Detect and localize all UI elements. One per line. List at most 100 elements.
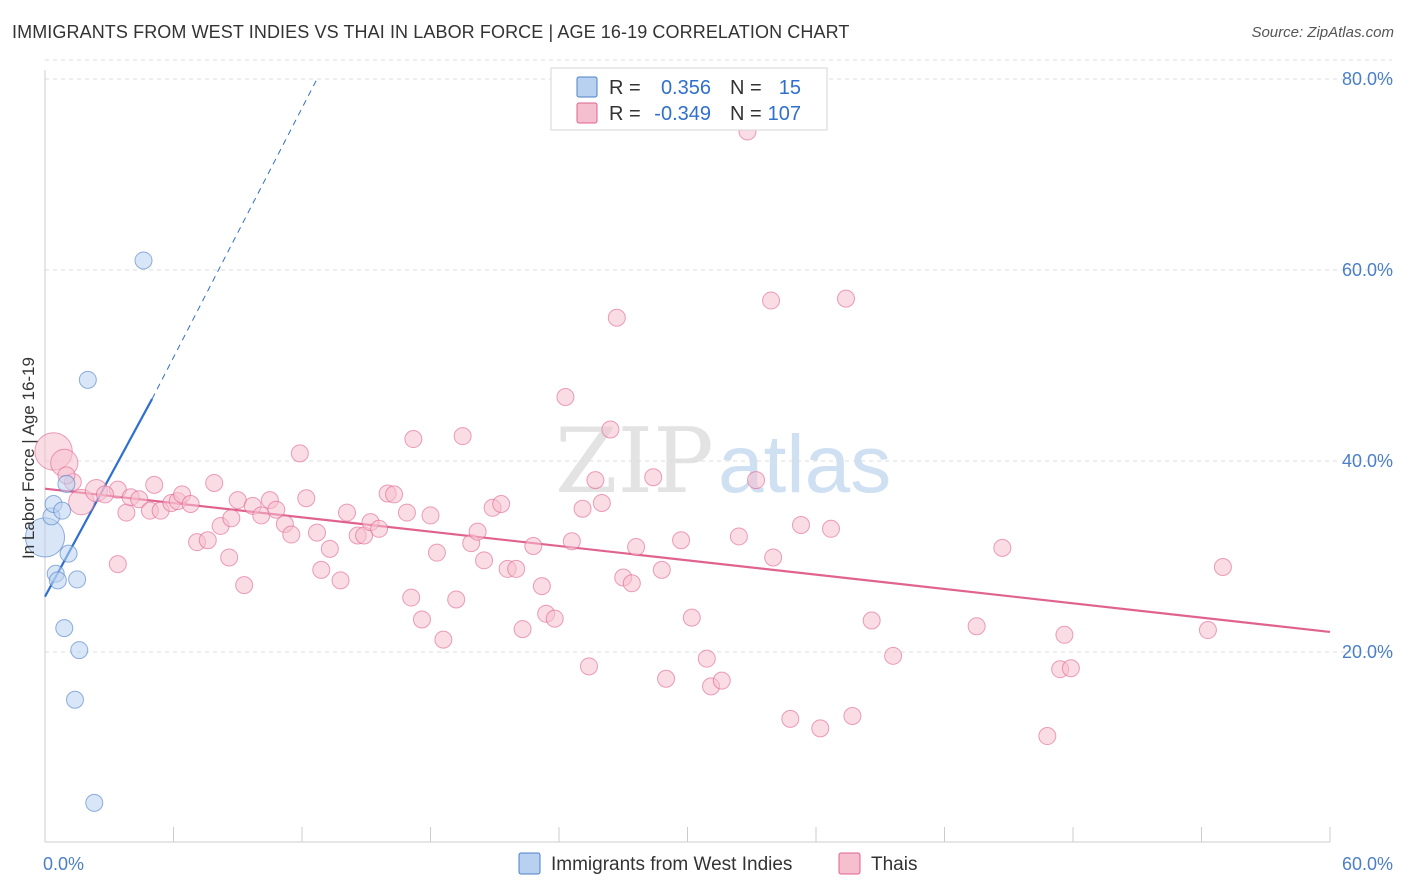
point-thais: [607, 308, 626, 327]
point-thais: [252, 506, 271, 525]
point-thais: [729, 527, 748, 546]
point-west-indies: [65, 690, 84, 709]
point-thais: [513, 620, 532, 639]
point-thais: [198, 531, 217, 550]
point-thais: [181, 494, 200, 513]
point-thais: [312, 560, 331, 579]
point-thais: [447, 590, 466, 609]
point-thais: [402, 588, 421, 607]
point-thais: [586, 471, 605, 490]
point-thais: [108, 555, 127, 574]
legend-n-value-1: 15: [779, 77, 801, 99]
point-thais: [228, 491, 247, 510]
chart-title: IMMIGRANTS FROM WEST INDIES VS THAI IN L…: [12, 22, 850, 42]
point-thais: [205, 473, 224, 492]
series-legend: Immigrants from West Indies Thais: [518, 852, 917, 875]
point-thais: [573, 499, 592, 518]
point-thais: [524, 536, 543, 555]
point-thais: [884, 646, 903, 665]
legend-r-label-1: R =: [609, 77, 641, 99]
point-thais: [507, 559, 526, 578]
point-thais: [1213, 558, 1232, 577]
point-west-indies: [78, 370, 97, 389]
point-thais: [117, 503, 136, 522]
point-thais: [1061, 659, 1080, 678]
point-west-indies: [48, 571, 67, 590]
series-legend-label-pink: Thais: [871, 854, 917, 875]
point-thais: [811, 719, 830, 738]
point-thais: [764, 548, 783, 567]
point-thais: [307, 523, 326, 542]
point-thais: [836, 289, 855, 308]
point-thais: [601, 420, 620, 439]
point-thais: [404, 430, 423, 449]
legend-n-value-2: 107: [768, 103, 801, 125]
point-thais: [762, 291, 781, 310]
point-thais: [235, 576, 254, 595]
legend-n-label-1: N =: [730, 77, 762, 99]
point-thais: [843, 706, 862, 725]
point-thais: [145, 475, 164, 494]
watermark-atlas: atlas: [718, 419, 891, 510]
watermark-zip: ZIP: [555, 409, 714, 514]
point-west-indies: [68, 570, 87, 589]
y-tick-label: 40.0%: [1342, 451, 1393, 471]
point-thais: [370, 519, 389, 538]
point-thais: [421, 506, 440, 525]
y-tick-label: 80.0%: [1342, 69, 1393, 89]
y-tick-label: 60.0%: [1342, 260, 1393, 280]
point-thais: [792, 515, 811, 534]
point-thais: [697, 649, 716, 668]
point-thais: [644, 468, 663, 487]
point-thais: [475, 551, 494, 570]
legend-swatch-pink: [576, 102, 598, 124]
series-legend-swatch-blue: [518, 852, 541, 875]
point-thais: [862, 611, 881, 630]
point-thais: [652, 560, 671, 579]
point-thais: [622, 574, 641, 593]
point-thais: [657, 669, 676, 688]
y-axis-label: In Labor Force | Age 16-19: [19, 357, 38, 559]
point-thais: [320, 539, 339, 558]
point-thais: [337, 503, 356, 522]
point-thais: [1038, 727, 1057, 746]
point-west-indies: [70, 641, 89, 660]
point-thais: [672, 531, 691, 550]
tick-labels: 20.0% 40.0% 60.0% 80.0% 0.0% 60.0%: [43, 69, 1393, 874]
point-thais: [282, 525, 301, 544]
point-thais: [267, 500, 286, 519]
x-tick-label: 60.0%: [1342, 854, 1393, 874]
point-thais: [222, 509, 241, 528]
legend-n-label-2: N =: [730, 103, 762, 125]
point-thais: [331, 571, 350, 590]
point-thais: [579, 657, 598, 676]
point-thais: [434, 630, 453, 649]
point-thais: [682, 608, 701, 627]
point-thais: [130, 490, 149, 509]
point-thais: [545, 609, 564, 628]
point-thais: [1198, 621, 1217, 640]
point-thais: [297, 489, 316, 508]
legend-r-value-2: -0.349: [654, 103, 711, 125]
trend-line-extension: [151, 78, 318, 400]
point-thais: [385, 485, 404, 504]
legend: R = 0.356 N = 15 R = -0.349 N = 107: [550, 67, 828, 131]
point-thais: [747, 471, 766, 490]
point-thais: [592, 494, 611, 513]
series-legend-label-blue: Immigrants from West Indies: [551, 854, 792, 875]
series-legend-swatch-pink: [838, 852, 861, 875]
point-thais: [492, 494, 511, 513]
point-thais: [1055, 625, 1074, 644]
point-thais: [468, 522, 487, 541]
point-thais: [412, 610, 431, 629]
point-west-indies: [134, 251, 153, 270]
legend-r-value-1: 0.356: [661, 77, 711, 99]
point-west-indies: [85, 793, 104, 812]
point-thais: [562, 532, 581, 551]
point-thais: [821, 519, 840, 538]
point-thais: [556, 388, 575, 407]
point-thais: [532, 577, 551, 596]
y-tick-label: 20.0%: [1342, 642, 1393, 662]
point-thais: [95, 485, 114, 504]
point-thais: [290, 444, 309, 463]
